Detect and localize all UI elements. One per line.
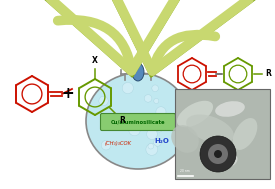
Circle shape xyxy=(122,82,133,94)
Bar xyxy=(175,89,270,179)
Circle shape xyxy=(99,96,108,106)
Ellipse shape xyxy=(86,73,190,169)
FancyArrowPatch shape xyxy=(7,0,275,76)
Text: H₂O: H₂O xyxy=(155,138,169,144)
FancyBboxPatch shape xyxy=(100,114,175,130)
Text: R: R xyxy=(265,70,271,78)
FancyArrowPatch shape xyxy=(8,0,275,71)
Circle shape xyxy=(154,98,159,104)
Circle shape xyxy=(156,126,163,132)
Ellipse shape xyxy=(171,125,199,153)
Circle shape xyxy=(214,150,222,158)
Ellipse shape xyxy=(202,149,238,169)
Text: (CH₃)₃COK: (CH₃)₃COK xyxy=(104,142,131,146)
Circle shape xyxy=(152,120,163,131)
Ellipse shape xyxy=(132,63,144,81)
FancyArrowPatch shape xyxy=(0,0,275,76)
Circle shape xyxy=(154,139,161,146)
Text: 20 nm: 20 nm xyxy=(180,169,190,173)
Circle shape xyxy=(129,124,140,136)
Text: R: R xyxy=(120,116,125,125)
Circle shape xyxy=(126,120,132,126)
Circle shape xyxy=(200,136,236,172)
Ellipse shape xyxy=(186,115,234,143)
Circle shape xyxy=(101,140,111,150)
Text: X: X xyxy=(92,56,98,65)
Bar xyxy=(125,74,151,80)
Text: Cu/aluminosilicate: Cu/aluminosilicate xyxy=(111,119,165,125)
Circle shape xyxy=(144,95,152,102)
Circle shape xyxy=(145,120,155,131)
Circle shape xyxy=(109,120,115,126)
Circle shape xyxy=(156,107,166,117)
Circle shape xyxy=(146,143,158,155)
Ellipse shape xyxy=(233,118,257,150)
Ellipse shape xyxy=(215,101,245,117)
Circle shape xyxy=(148,143,153,149)
Text: +: + xyxy=(62,87,74,101)
Circle shape xyxy=(152,85,158,92)
Circle shape xyxy=(208,144,228,164)
Circle shape xyxy=(147,129,157,139)
FancyArrowPatch shape xyxy=(0,0,275,71)
Circle shape xyxy=(117,115,121,119)
Ellipse shape xyxy=(177,101,213,127)
